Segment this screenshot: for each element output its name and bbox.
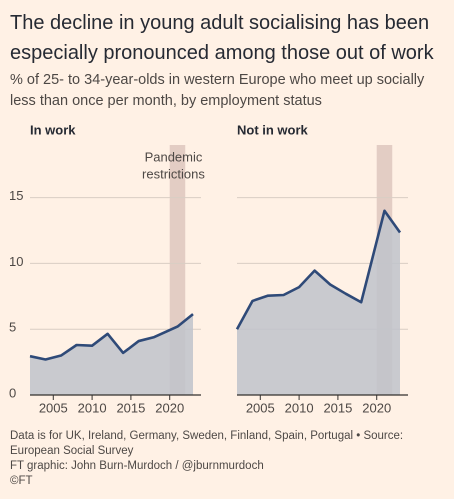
y-tick-label: 10 bbox=[9, 254, 23, 269]
x-tick-label: 2005 bbox=[246, 400, 275, 415]
copyright: ©FT bbox=[10, 475, 33, 487]
footnote: Data is for UK, Ireland, Germany, Sweden… bbox=[10, 430, 404, 457]
area bbox=[237, 210, 400, 395]
area bbox=[30, 314, 193, 395]
x-tick-label: 2010 bbox=[285, 400, 314, 415]
line bbox=[235, 209, 402, 330]
annotation: restrictions bbox=[142, 166, 205, 181]
title: The decline in young adult socialising h… bbox=[10, 12, 434, 64]
x-tick-label: 2020 bbox=[362, 400, 391, 415]
y-tick-label: 0 bbox=[9, 385, 16, 400]
footer: Data is for UK, Ireland, Germany, Sweden… bbox=[10, 429, 446, 489]
line bbox=[29, 313, 194, 361]
x-tick-label: 2005 bbox=[39, 400, 68, 415]
subtitle: % of 25- to 34-year-olds in western Euro… bbox=[10, 72, 425, 109]
credit: FT graphic: John Burn-Murdoch / @jburnmu… bbox=[10, 460, 264, 472]
panel-title: Not in work bbox=[237, 122, 309, 137]
panel-title: In work bbox=[30, 122, 76, 137]
x-tick-label: 2015 bbox=[116, 400, 145, 415]
y-tick-label: 5 bbox=[9, 320, 16, 335]
y-tick-label: 15 bbox=[9, 188, 23, 203]
charts: In work Pandemic restrictions 0 5 10 15 2005 201… bbox=[9, 122, 408, 415]
x-tick-label: 2015 bbox=[323, 400, 352, 415]
x-tick-label: 2020 bbox=[155, 400, 184, 415]
x-tick-label: 2010 bbox=[78, 400, 107, 415]
annotation: Pandemic bbox=[145, 149, 203, 164]
